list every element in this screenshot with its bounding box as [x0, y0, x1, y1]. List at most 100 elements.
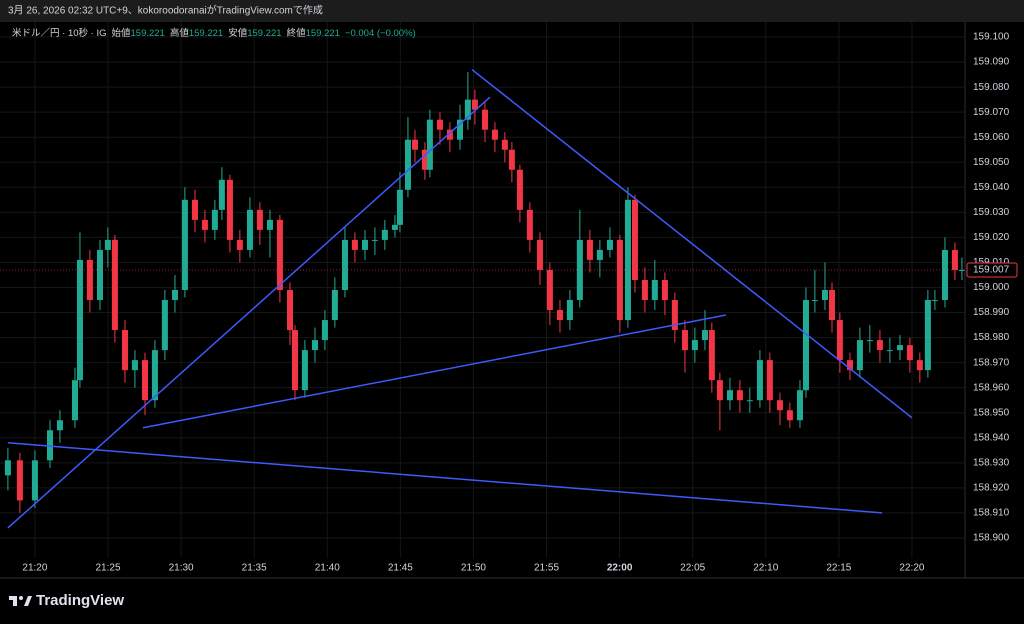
candle-body — [411, 139, 418, 150]
candle-body — [361, 239, 368, 250]
candle-body — [171, 289, 178, 301]
candle-body — [471, 99, 478, 110]
candle-body — [141, 360, 148, 401]
candle-body — [481, 109, 488, 130]
candle-body — [802, 300, 809, 391]
trend-lines — [7, 69, 913, 529]
candle-body — [828, 289, 835, 321]
candle-body — [501, 139, 508, 150]
plot-background — [0, 22, 1024, 578]
ohlc-label: 始値 — [111, 27, 131, 39]
x-tick-label: 21:50 — [461, 563, 486, 574]
candle-body — [86, 259, 93, 301]
y-tick-label: 159.050 — [973, 157, 1010, 168]
y-tick-label: 158.950 — [973, 407, 1010, 418]
candle-body — [691, 340, 698, 351]
candle-body — [508, 149, 515, 170]
symbol: 米ドル／円 · 10秒 · IG — [12, 27, 106, 39]
candle-body — [924, 300, 931, 371]
candle-body — [931, 300, 938, 302]
ohlc-value: 159.221 — [306, 28, 340, 39]
change: −0.004 (−0.00%) — [345, 28, 416, 39]
candle-body — [716, 380, 723, 401]
y-tick-label: 158.940 — [973, 432, 1010, 443]
trend-line — [142, 314, 727, 429]
caption: 3月 26, 2026 02:32 UTC+9、kokoroodoranaiがT… — [8, 4, 323, 17]
candle-body — [631, 199, 638, 280]
axes: 159.100 159.090 159.080 159.070 159.060 159.0… — [0, 22, 1018, 578]
candle-body — [71, 380, 78, 421]
candles — [4, 72, 965, 513]
candle-body — [371, 239, 378, 241]
candle-body — [446, 129, 453, 140]
candle-body — [381, 229, 388, 240]
ohlc-value: 159.221 — [189, 28, 223, 39]
y-tick-label: 159.000 — [973, 282, 1010, 293]
candle-body — [941, 249, 948, 301]
logo-mark — [19, 596, 23, 600]
candle-body — [856, 340, 863, 371]
candle-body — [396, 189, 403, 225]
candle-body — [536, 239, 543, 270]
x-tick-label: 22:00 — [607, 563, 633, 574]
candle-body — [566, 300, 573, 321]
ohlc-label: 高値 — [170, 27, 190, 39]
candle-body — [266, 219, 273, 230]
candle-body — [161, 300, 168, 351]
candle-body — [624, 199, 631, 321]
candle-body — [546, 269, 553, 311]
brand: TradingView — [36, 592, 124, 609]
candle-body — [351, 239, 358, 250]
trend-line — [7, 442, 883, 514]
candle-body — [391, 224, 398, 230]
candle-body — [291, 330, 298, 391]
candle-body — [776, 400, 783, 411]
candle-body — [916, 360, 923, 371]
candle-body — [311, 340, 318, 351]
candle-body — [404, 139, 411, 190]
candle-body — [321, 320, 328, 341]
x-tick-label: 21:20 — [22, 563, 47, 574]
candle-body — [958, 269, 965, 271]
x-tick-label: 22:05 — [680, 563, 705, 574]
candle-body — [456, 119, 463, 140]
candle-body — [421, 149, 428, 170]
candle-body — [896, 345, 903, 351]
candle-body — [131, 360, 138, 371]
candle-body — [276, 219, 283, 290]
last-price-label: 159.007 — [973, 265, 1010, 276]
ohlc-legend: 米ドル／円 · 10秒 · IG 始値159.221 高値159.221 安値159.… — [12, 27, 416, 39]
candle-body — [736, 390, 743, 401]
x-tick-label: 21:55 — [534, 563, 559, 574]
candle-body — [766, 360, 773, 401]
candle-body — [951, 249, 958, 270]
y-tick-label: 158.900 — [973, 533, 1010, 544]
candle-body — [606, 239, 613, 250]
y-tick-label: 158.970 — [973, 357, 1010, 368]
x-tick-label: 21:40 — [315, 563, 340, 574]
candle-body — [671, 300, 678, 331]
candle-body — [286, 289, 293, 331]
candle-body — [836, 320, 843, 361]
candle-body — [76, 259, 83, 381]
candle-body — [746, 400, 753, 402]
candle-body — [46, 430, 53, 461]
candle-body — [301, 350, 308, 391]
candle-body — [436, 119, 443, 130]
candle-body — [651, 279, 658, 301]
x-tick-label: 22:15 — [826, 563, 851, 574]
candle-body — [756, 360, 763, 401]
candle-body — [681, 330, 688, 351]
candle-body — [211, 209, 218, 230]
candle-body — [56, 420, 63, 431]
candle-body — [726, 390, 733, 401]
candle-body — [876, 340, 883, 351]
candle-body — [111, 239, 118, 331]
candle-body — [641, 279, 648, 301]
candle-body — [341, 239, 348, 290]
candle-body — [491, 129, 498, 140]
candle-body — [4, 460, 11, 476]
candle-body — [226, 179, 233, 240]
candle-body — [616, 239, 623, 321]
